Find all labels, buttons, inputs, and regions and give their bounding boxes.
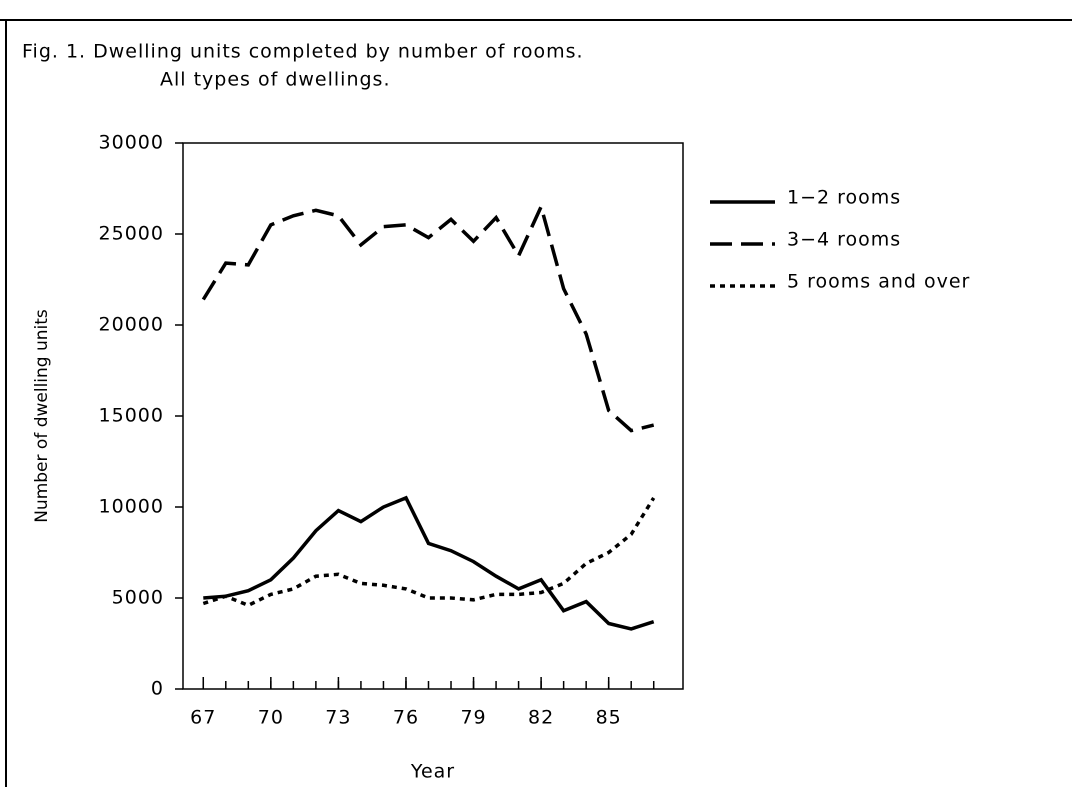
series-line	[202, 496, 656, 608]
x-tick-label: 82	[528, 707, 554, 729]
x-axis-label: Year	[410, 761, 455, 783]
plot-frame	[182, 142, 684, 690]
x-tick-label: 76	[393, 707, 419, 729]
x-tick-label: 67	[190, 707, 216, 729]
y-tick-label: 15000	[99, 405, 164, 427]
y-tick-label: 10000	[99, 496, 164, 518]
y-tick-label: 0	[151, 678, 164, 700]
y-tick-label: 20000	[99, 314, 164, 336]
y-tick-label: 30000	[99, 132, 164, 154]
x-tick-label: 79	[460, 707, 486, 729]
series-line	[201, 201, 655, 433]
series-line	[203, 495, 655, 631]
y-tick-label: 25000	[99, 223, 164, 245]
y-axis-label: Number of dwelling units	[32, 309, 52, 523]
chart-subtitle: All types of dwellings.	[160, 69, 391, 91]
legend-label: 3−4 rooms	[787, 229, 901, 251]
legend-label: 1−2 rooms	[787, 187, 901, 209]
x-tick-label: 85	[596, 707, 622, 729]
legend-label: 5 rooms and over	[787, 271, 970, 293]
x-tick-label: 70	[258, 707, 284, 729]
x-tick-label: 73	[325, 707, 351, 729]
chart-title: Fig. 1. Dwelling units completed by numb…	[22, 41, 584, 63]
y-tick-label: 5000	[112, 587, 164, 609]
